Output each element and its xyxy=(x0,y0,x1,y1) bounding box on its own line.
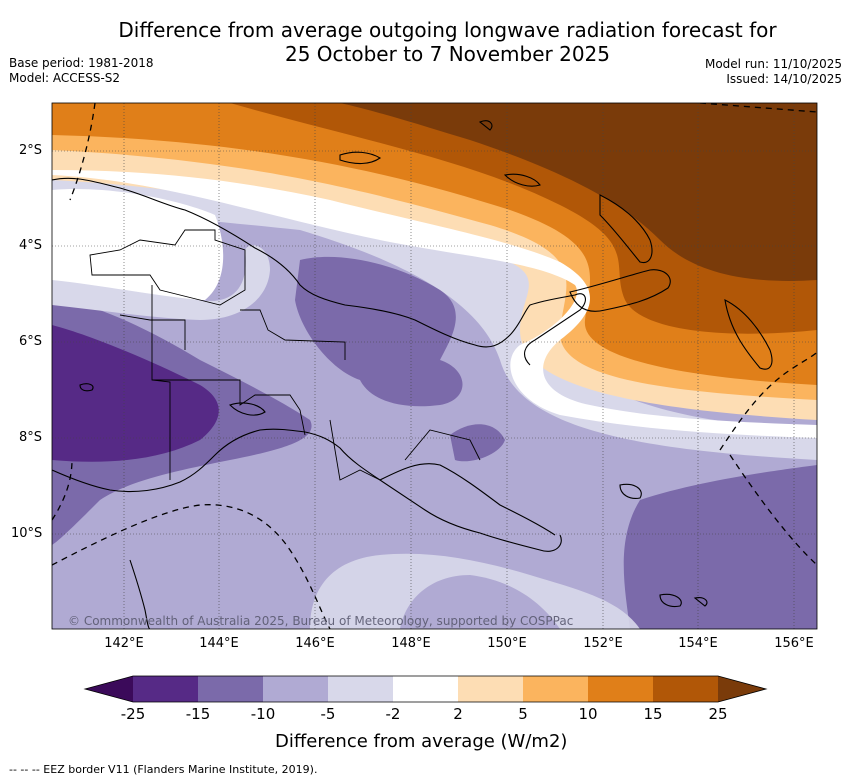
colorbar-segment xyxy=(458,676,523,702)
meta-right: Model run: 11/10/2025 Issued: 14/10/2025 xyxy=(705,57,842,87)
colorbar-tick-label: 15 xyxy=(643,705,663,723)
issued-date: Issued: 14/10/2025 xyxy=(726,72,842,86)
colorbar-title: Difference from average (W/m2) xyxy=(275,731,568,752)
field-over-25 xyxy=(340,103,817,281)
lon-label: 148°E xyxy=(391,636,431,651)
title-line-1: Difference from average outgoing longwav… xyxy=(118,18,777,42)
colorbar-segment xyxy=(393,676,458,702)
colorbar-tick-label: -10 xyxy=(250,705,276,723)
colorbar-segment xyxy=(588,676,653,702)
lat-label: 10°S xyxy=(11,526,43,541)
lat-label: 6°S xyxy=(19,334,43,349)
colorbar-tick-label: -25 xyxy=(120,705,146,723)
lat-label: 4°S xyxy=(19,238,43,253)
eez-border xyxy=(52,103,817,629)
lon-label: 152°E xyxy=(583,636,623,651)
title-line-2: 25 October to 7 November 2025 xyxy=(284,42,611,66)
colorbar-over-arrow xyxy=(718,676,766,702)
copyright-notice: © Commonwealth of Australia 2025, Bureau… xyxy=(68,614,574,628)
lat-label: 2°S xyxy=(19,143,43,158)
colorbar-segment xyxy=(263,676,328,702)
graticule xyxy=(52,103,817,629)
colorbar-tick-label: -15 xyxy=(185,705,211,723)
field-minus15-minus10-central xyxy=(295,256,463,407)
colorbar-tick-label: 25 xyxy=(708,705,728,723)
lon-label: 150°E xyxy=(487,636,527,651)
meta-left: Base period: 1981-2018 Model: ACCESS-S2 xyxy=(9,56,154,86)
lon-label: 156°E xyxy=(774,636,814,651)
colorbar-segment xyxy=(133,676,198,702)
colorbar-segment xyxy=(523,676,588,702)
coastlines xyxy=(52,120,773,629)
colorbar-under-arrow xyxy=(85,676,133,702)
borders xyxy=(89,229,481,481)
map-frame xyxy=(51,102,818,630)
lon-label: 144°E xyxy=(199,636,239,651)
colorbar xyxy=(83,675,768,703)
lat-label: 8°S xyxy=(19,430,43,445)
colorbar-tick-label: -5 xyxy=(320,705,336,723)
base-period: Base period: 1981-2018 xyxy=(9,56,154,70)
eez-legend: -- -- -- EEZ border V11 (Flanders Marine… xyxy=(9,763,318,776)
anomaly-fields xyxy=(52,103,817,629)
colorbar-tick-label: 2 xyxy=(453,705,463,723)
colorbar-tick-label: 10 xyxy=(578,705,598,723)
field-minus15-minus10-east xyxy=(623,465,817,629)
colorbar-segment xyxy=(328,676,393,702)
colorbar-segment xyxy=(198,676,263,702)
lon-label: 154°E xyxy=(678,636,718,651)
map-title: Difference from average outgoing longwav… xyxy=(0,18,850,66)
colorbar-tick-label: -2 xyxy=(385,705,401,723)
lon-label: 142°E xyxy=(104,636,144,651)
model-run: Model run: 11/10/2025 xyxy=(704,57,842,71)
colorbar-segment xyxy=(653,676,718,702)
lon-label: 146°E xyxy=(295,636,335,651)
field-minus25-minus15 xyxy=(52,325,219,462)
colorbar-tick-label: 5 xyxy=(518,705,528,723)
model-name: Model: ACCESS-S2 xyxy=(9,71,121,85)
